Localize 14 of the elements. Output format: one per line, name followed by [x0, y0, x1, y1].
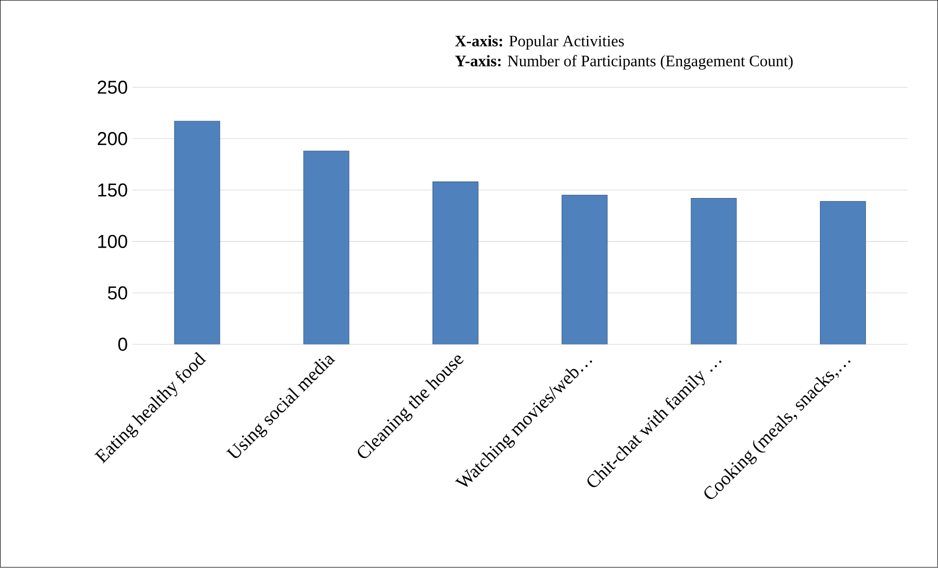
bar — [820, 201, 866, 344]
bar — [690, 198, 737, 344]
y-tick-label: 250 — [98, 80, 128, 94]
text: X-axis: Popular Activities — [455, 35, 624, 50]
y-tick-label: 200 — [98, 132, 128, 146]
y-tick-label: 100 — [98, 235, 128, 248]
bar — [562, 195, 608, 344]
bar — [432, 182, 478, 344]
y-tick-label: 150 — [98, 184, 128, 197]
y-tick-label: 50 — [108, 286, 128, 300]
text: Y-axis: Number of Participants (Engagement Count) — [455, 55, 793, 70]
y-tick-label: 0 — [118, 338, 128, 352]
bar — [174, 121, 220, 344]
bar — [303, 150, 350, 344]
